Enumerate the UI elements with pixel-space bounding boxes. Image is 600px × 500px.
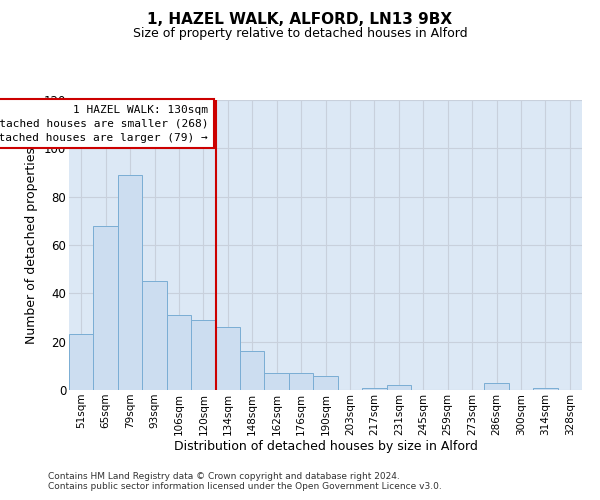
Text: 1, HAZEL WALK, ALFORD, LN13 9BX: 1, HAZEL WALK, ALFORD, LN13 9BX [148,12,452,28]
Bar [313,376,338,390]
Bar [167,315,191,390]
Bar [240,352,265,390]
Bar [69,334,94,390]
Bar [362,388,386,390]
Bar [191,320,215,390]
Bar [386,385,411,390]
Bar [142,281,167,390]
Text: Contains public sector information licensed under the Open Government Licence v3: Contains public sector information licen… [48,482,442,491]
Text: 1 HAZEL WALK: 130sqm
← 76% of detached houses are smaller (268)
23% of semi-deta: 1 HAZEL WALK: 130sqm ← 76% of detached h… [0,105,208,143]
Text: Contains HM Land Registry data © Crown copyright and database right 2024.: Contains HM Land Registry data © Crown c… [48,472,400,481]
Bar [215,327,240,390]
Y-axis label: Number of detached properties: Number of detached properties [25,146,38,344]
Text: Size of property relative to detached houses in Alford: Size of property relative to detached ho… [133,28,467,40]
Bar [118,175,142,390]
Bar [289,373,313,390]
X-axis label: Distribution of detached houses by size in Alford: Distribution of detached houses by size … [173,440,478,454]
Bar [94,226,118,390]
Bar [533,388,557,390]
Bar [484,383,509,390]
Bar [265,373,289,390]
